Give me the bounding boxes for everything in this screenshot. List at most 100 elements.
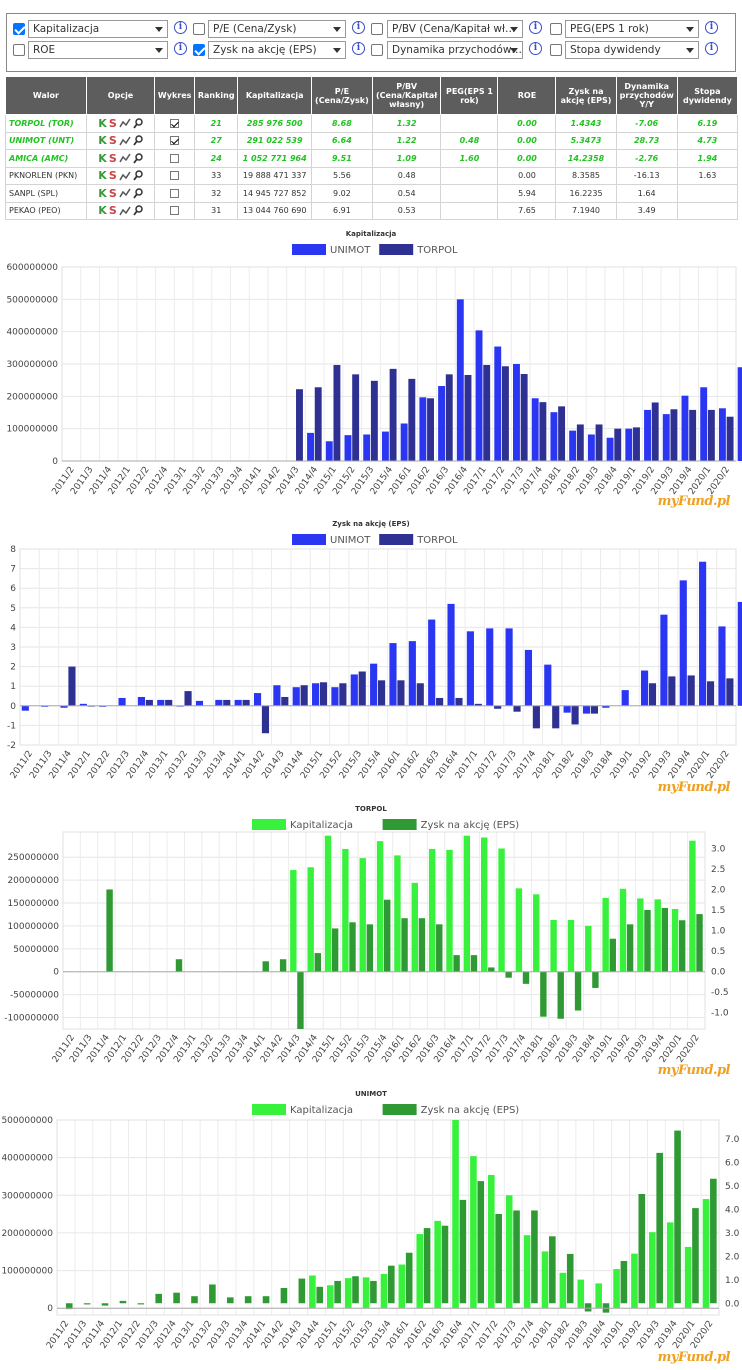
indicator-select[interactable]: Kapitalizacja — [28, 20, 168, 38]
column-header[interactable]: Walor — [5, 76, 87, 115]
indicator-checkbox[interactable] — [193, 44, 205, 56]
asset-name-link[interactable]: PEKAO (PEO) — [5, 201, 87, 220]
y2-tick-label: 7.0 — [725, 1135, 740, 1145]
chart-line-icon[interactable] — [119, 153, 131, 163]
bar — [648, 683, 657, 706]
search-icon[interactable] — [133, 170, 143, 181]
bar — [541, 1251, 549, 1309]
k-icon[interactable]: K — [98, 116, 107, 130]
column-header[interactable]: Wykres — [154, 76, 196, 115]
bar — [83, 1303, 91, 1305]
column-header[interactable]: Dynamika przychodów Y/Y — [615, 76, 678, 115]
info-icon[interactable]: i — [705, 21, 718, 34]
info-icon[interactable]: i — [705, 42, 718, 55]
column-header[interactable]: PEG(EPS 1 rok) — [440, 76, 499, 115]
bar — [606, 437, 614, 461]
info-icon[interactable]: i — [529, 42, 542, 55]
y-tick-label: 0 — [53, 968, 59, 978]
info-icon[interactable]: i — [174, 21, 187, 34]
k-icon[interactable]: K — [98, 204, 107, 218]
chart-line-icon[interactable] — [119, 136, 131, 146]
asset-name-link[interactable]: SANPL (SPL) — [5, 184, 87, 203]
bar — [68, 666, 76, 706]
bar — [505, 628, 513, 706]
bar — [459, 1199, 467, 1304]
chart-line-icon[interactable] — [119, 171, 131, 181]
search-icon[interactable] — [133, 135, 143, 146]
indicator-checkbox[interactable] — [550, 44, 562, 56]
bar — [540, 971, 547, 1017]
indicator-checkbox[interactable] — [371, 23, 383, 35]
kapitalizacja-cell: 13 044 760 690 — [237, 201, 312, 220]
column-header[interactable]: Opcje — [85, 76, 156, 115]
column-header[interactable]: ROE — [497, 76, 557, 115]
column-header[interactable]: P/BV (Cena/Kapitał własny) — [371, 76, 442, 115]
y2-tick-label: 0.0 — [711, 968, 726, 978]
indicator-checkbox[interactable] — [13, 44, 25, 56]
column-header[interactable]: Stopa dywidendy — [676, 76, 739, 115]
indicator-checkbox[interactable] — [13, 23, 25, 35]
indicator-select[interactable]: ROE — [28, 41, 168, 59]
y2-tick-label: 6.0 — [725, 1158, 740, 1168]
s-icon[interactable]: S — [108, 169, 117, 183]
k-icon[interactable]: K — [98, 134, 107, 148]
bar — [726, 416, 734, 461]
s-icon[interactable]: S — [108, 186, 117, 200]
k-icon[interactable]: K — [98, 151, 107, 165]
bar — [595, 424, 603, 461]
bar — [223, 699, 231, 706]
chart-line-icon[interactable] — [119, 118, 131, 128]
info-icon[interactable]: i — [352, 42, 365, 55]
indicator-checkbox[interactable] — [371, 44, 383, 56]
search-icon[interactable] — [133, 205, 143, 216]
s-icon[interactable]: S — [108, 116, 117, 130]
chart-checkbox[interactable] — [170, 188, 180, 198]
bar — [411, 882, 418, 972]
roe-cell: 7.65 — [497, 201, 557, 220]
chart-checkbox[interactable] — [170, 171, 180, 181]
chart-checkbox[interactable] — [170, 118, 180, 128]
chart-line-icon[interactable] — [119, 206, 131, 216]
search-icon[interactable] — [133, 153, 143, 164]
indicator-select[interactable]: P/BV (Cena/Kapitał wł… — [387, 20, 523, 38]
column-header[interactable]: P/E (Cena/Zysk) — [310, 76, 373, 115]
bar — [626, 924, 634, 972]
bar — [477, 1181, 485, 1304]
indicator-checkbox[interactable] — [550, 23, 562, 35]
column-header[interactable]: Zysk na akcję (EPS) — [555, 76, 617, 115]
indicator-select[interactable]: PEG(EPS 1 rok) — [565, 20, 699, 38]
search-icon[interactable] — [133, 188, 143, 199]
info-icon[interactable]: i — [352, 21, 365, 34]
chart-checkbox[interactable] — [170, 136, 180, 146]
chart-checkbox[interactable] — [170, 206, 180, 216]
info-icon[interactable]: i — [174, 42, 187, 55]
bar — [175, 959, 183, 972]
indicator-select[interactable]: Stopa dywidendy — [565, 41, 699, 59]
chart-line-icon[interactable] — [119, 188, 131, 198]
asset-name-link[interactable]: AMICA (AMC) — [5, 149, 87, 168]
indicator-select[interactable]: P/E (Cena/Zysk) — [208, 20, 346, 38]
bar — [309, 1275, 316, 1309]
bar — [674, 1130, 681, 1304]
asset-name-link[interactable]: TORPOL (TOR) — [5, 114, 87, 133]
bar — [165, 699, 173, 706]
asset-name-link[interactable]: UNIMOT (UNT) — [5, 131, 87, 150]
bar — [531, 398, 539, 461]
search-icon[interactable] — [133, 118, 143, 129]
s-icon[interactable]: S — [108, 204, 117, 218]
indicator-select[interactable]: Zysk na akcję (EPS) — [208, 41, 346, 59]
s-icon[interactable]: S — [108, 151, 117, 165]
indicator-select[interactable]: Dynamika przychodów… — [387, 41, 523, 59]
asset-name-link[interactable]: PKNORLEN (PKN) — [5, 166, 87, 185]
s-icon[interactable]: S — [108, 134, 117, 148]
bar — [501, 366, 509, 461]
column-header[interactable]: Ranking — [194, 76, 239, 115]
info-icon[interactable]: i — [529, 21, 542, 34]
column-header[interactable]: Kapitalizacja — [237, 76, 312, 115]
indicator-checkbox[interactable] — [193, 23, 205, 35]
bar — [566, 1253, 574, 1304]
k-icon[interactable]: K — [98, 169, 107, 183]
k-icon[interactable]: K — [98, 186, 107, 200]
chart-checkbox[interactable] — [170, 153, 180, 163]
bar — [378, 680, 386, 706]
